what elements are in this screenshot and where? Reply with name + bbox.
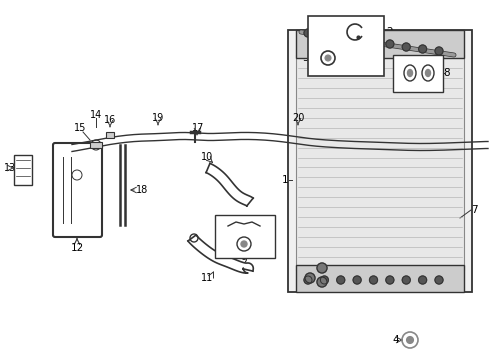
Text: 7: 7 xyxy=(471,205,477,215)
Circle shape xyxy=(369,38,377,46)
Text: 3: 3 xyxy=(302,53,308,63)
Bar xyxy=(308,16,384,76)
Circle shape xyxy=(418,276,427,284)
Circle shape xyxy=(353,36,361,44)
Circle shape xyxy=(304,29,312,37)
Text: 8: 8 xyxy=(443,68,450,78)
Bar xyxy=(90,142,102,148)
Circle shape xyxy=(305,273,315,283)
Text: 16: 16 xyxy=(104,115,116,125)
Circle shape xyxy=(369,276,377,284)
Bar xyxy=(393,55,443,92)
Ellipse shape xyxy=(425,69,431,77)
Circle shape xyxy=(386,40,394,48)
Text: 6: 6 xyxy=(341,279,347,289)
Circle shape xyxy=(337,34,345,42)
Circle shape xyxy=(418,45,427,53)
Circle shape xyxy=(317,277,327,287)
Bar xyxy=(288,30,472,292)
Circle shape xyxy=(386,276,394,284)
Text: 4: 4 xyxy=(392,335,399,345)
Circle shape xyxy=(337,276,345,284)
Circle shape xyxy=(435,47,443,55)
Bar xyxy=(296,30,464,58)
Circle shape xyxy=(353,276,361,284)
Bar xyxy=(296,265,464,292)
Circle shape xyxy=(320,276,328,284)
Bar xyxy=(106,132,114,138)
FancyBboxPatch shape xyxy=(53,143,102,237)
Text: 11: 11 xyxy=(201,273,213,283)
Text: 13: 13 xyxy=(4,163,16,173)
Circle shape xyxy=(304,276,312,284)
Text: 17: 17 xyxy=(192,123,204,133)
Text: 12: 12 xyxy=(71,243,84,253)
Text: 14: 14 xyxy=(90,110,102,120)
Text: 10: 10 xyxy=(201,152,213,162)
Text: 18: 18 xyxy=(136,185,148,195)
Text: 2: 2 xyxy=(387,27,393,37)
Text: 20: 20 xyxy=(292,113,304,123)
Circle shape xyxy=(325,55,331,61)
Bar xyxy=(14,155,32,185)
Circle shape xyxy=(435,276,443,284)
Circle shape xyxy=(402,276,410,284)
Text: 19: 19 xyxy=(152,113,164,123)
Bar xyxy=(296,55,464,270)
Text: 5: 5 xyxy=(329,279,335,289)
Circle shape xyxy=(407,337,414,343)
Ellipse shape xyxy=(408,69,413,77)
Circle shape xyxy=(402,43,410,51)
Text: 9: 9 xyxy=(241,255,247,265)
Text: 1: 1 xyxy=(282,175,288,185)
Circle shape xyxy=(320,31,328,39)
Circle shape xyxy=(317,263,327,273)
Bar xyxy=(215,215,275,258)
Circle shape xyxy=(241,241,247,247)
Text: 15: 15 xyxy=(74,123,86,133)
